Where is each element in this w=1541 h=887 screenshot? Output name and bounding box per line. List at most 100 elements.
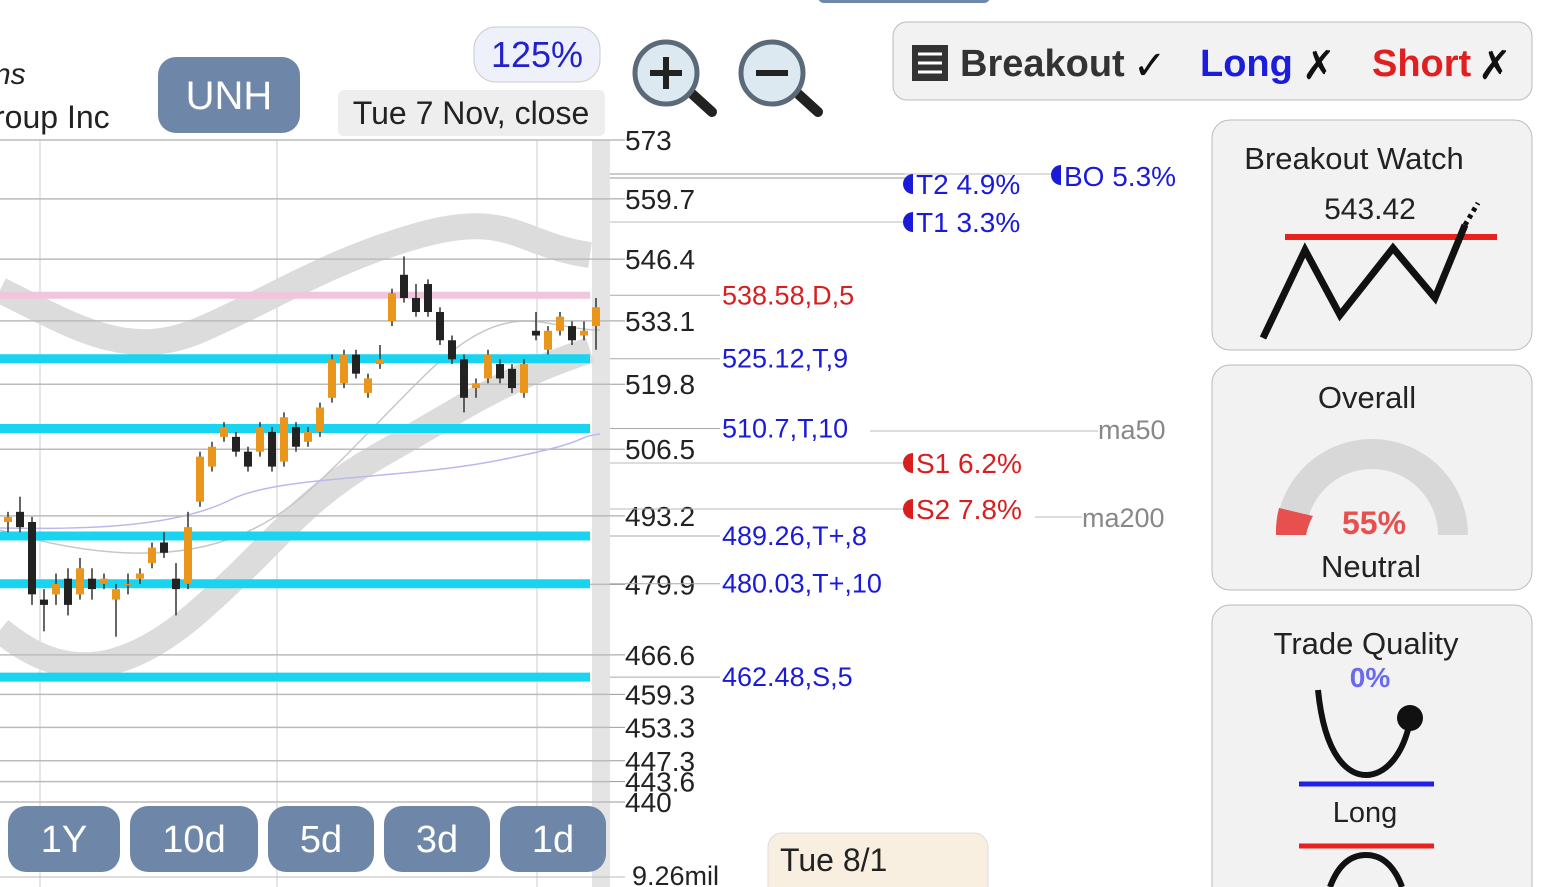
candle-body bbox=[88, 578, 96, 590]
target-t1: T1 3.3% bbox=[916, 207, 1020, 238]
level-label: 462.48,S,5 bbox=[722, 662, 853, 692]
hover-date-box bbox=[767, 832, 989, 887]
long-label: Long bbox=[1200, 43, 1293, 85]
period-label[interactable]: 5d bbox=[300, 819, 342, 861]
quality-score: 0% bbox=[1350, 662, 1391, 693]
period-button[interactable] bbox=[8, 806, 120, 872]
target-marker bbox=[903, 174, 913, 194]
y-tick-label: 546.4 bbox=[625, 244, 695, 275]
candle-body bbox=[100, 578, 108, 584]
period-label[interactable]: 1Y bbox=[41, 819, 87, 861]
top-tab bbox=[818, 0, 990, 3]
level-label: 525.12,T,9 bbox=[722, 344, 848, 374]
symbol-button[interactable] bbox=[158, 57, 300, 133]
candle-body bbox=[388, 293, 396, 322]
candle-body bbox=[28, 522, 36, 595]
candle-body bbox=[484, 354, 492, 379]
period-button[interactable] bbox=[500, 806, 606, 872]
y-tick-label: 443.6 bbox=[625, 767, 695, 798]
pattern-icon bbox=[1259, 223, 1469, 340]
zoom-pill[interactable] bbox=[473, 26, 601, 83]
candle-body bbox=[40, 599, 48, 605]
candle-body bbox=[412, 297, 420, 312]
candle-body bbox=[400, 274, 408, 298]
period-button[interactable] bbox=[384, 806, 490, 872]
target-marker bbox=[903, 212, 913, 232]
candle-body bbox=[376, 359, 384, 365]
long-mark: ✗ bbox=[1302, 43, 1336, 89]
card-title: Overall bbox=[1318, 380, 1416, 415]
candle-body bbox=[196, 456, 204, 502]
y-tick-label: 447.3 bbox=[625, 746, 695, 777]
y-tick-label: 440 bbox=[625, 787, 672, 818]
chart-layer: 573 559.7 546.4 533.1 519.8 506.5 493.2 479.9 46… bbox=[0, 125, 882, 818]
period-label[interactable]: 10d bbox=[162, 819, 225, 861]
candle-body bbox=[580, 330, 588, 336]
candle-body bbox=[364, 378, 372, 393]
zoom-level[interactable]: 125% bbox=[491, 34, 583, 75]
band bbox=[0, 337, 595, 679]
y-tick-label: 453.3 bbox=[625, 712, 695, 743]
stop-s1: S1 6.2% bbox=[916, 448, 1022, 479]
hover-date: Tue 8/1 bbox=[780, 842, 887, 878]
zoom-in[interactable] bbox=[632, 39, 717, 117]
period-button[interactable] bbox=[130, 806, 258, 872]
ma50-label: ma50 bbox=[1098, 415, 1166, 445]
candle-body bbox=[148, 547, 156, 564]
candle-body bbox=[496, 364, 504, 379]
candle-body bbox=[508, 368, 516, 389]
ma200-line bbox=[0, 433, 601, 530]
company-name: ns bbox=[0, 58, 26, 91]
candle-body bbox=[544, 330, 552, 350]
quality-icon bbox=[1315, 689, 1415, 779]
candle-body bbox=[244, 451, 252, 467]
candle-body bbox=[520, 364, 528, 393]
candle-body bbox=[52, 583, 60, 595]
candle-body bbox=[448, 340, 456, 360]
card-title: Breakout Watch bbox=[1244, 141, 1463, 176]
y-tick-label: 459.3 bbox=[625, 679, 695, 710]
period-label[interactable]: 3d bbox=[416, 819, 458, 861]
breakout-mark: ✓ bbox=[1133, 43, 1167, 89]
quality-side: Long bbox=[1333, 797, 1398, 829]
level-label: 489.26,T+,8 bbox=[722, 521, 867, 551]
target-line bbox=[610, 173, 905, 179]
y-tick-label: 466.6 bbox=[625, 640, 695, 671]
candle-body bbox=[460, 359, 468, 398]
level-label: 480.03,T+,10 bbox=[722, 569, 882, 599]
date-box bbox=[338, 90, 605, 136]
candle-body bbox=[292, 427, 300, 447]
candle-body bbox=[316, 407, 324, 432]
signal-bar bbox=[892, 21, 1533, 101]
candle-body bbox=[112, 589, 120, 600]
gauge-fill bbox=[1275, 508, 1313, 535]
menu-icon[interactable] bbox=[912, 45, 948, 81]
y-tick-label: 559.7 bbox=[625, 184, 695, 215]
period-label[interactable]: 1d bbox=[532, 819, 574, 861]
gauge bbox=[1276, 439, 1468, 535]
level-label: 510.7,T,10 bbox=[722, 414, 848, 444]
candle-body bbox=[436, 311, 444, 341]
card bbox=[1211, 604, 1533, 887]
candle-body bbox=[232, 436, 240, 452]
candle-body bbox=[172, 578, 180, 590]
candle-body bbox=[304, 431, 312, 442]
symbol[interactable]: UNH bbox=[186, 74, 273, 118]
candle-body bbox=[184, 527, 192, 584]
quality-icon bbox=[1327, 851, 1405, 887]
right-strip bbox=[592, 140, 610, 887]
candle-body bbox=[328, 359, 336, 398]
period-button[interactable] bbox=[268, 806, 374, 872]
candle-body bbox=[268, 431, 276, 467]
breakout-label: Breakout bbox=[960, 43, 1125, 85]
y-tick-label: 519.8 bbox=[625, 369, 695, 400]
zoom-out[interactable] bbox=[738, 39, 823, 117]
candle-body bbox=[592, 307, 600, 327]
card-title: Trade Quality bbox=[1274, 626, 1459, 661]
candle-body bbox=[352, 354, 360, 374]
stop-s2: S2 7.8% bbox=[916, 494, 1022, 525]
overall-score: 55% bbox=[1342, 505, 1406, 541]
candle-body bbox=[64, 578, 72, 605]
